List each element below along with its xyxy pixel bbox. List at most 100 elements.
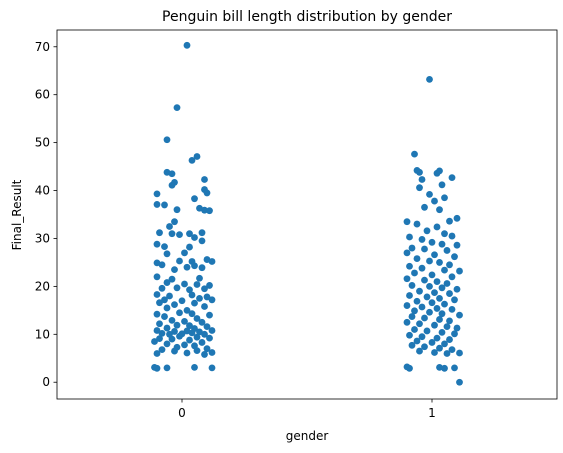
y-tick-label: 30	[35, 231, 50, 245]
data-point-gender-0	[163, 304, 171, 312]
data-point-gender-1	[403, 275, 411, 283]
data-point-gender-0	[208, 364, 216, 372]
data-point-gender-1	[443, 280, 451, 287]
data-point-gender-1	[418, 333, 426, 341]
data-point-gender-1	[416, 184, 423, 192]
y-tick-label: 0	[42, 375, 50, 389]
data-point-gender-1	[426, 257, 433, 265]
data-point-gender-1	[423, 327, 431, 335]
data-point-gender-1	[428, 238, 436, 246]
data-point-gender-0	[173, 206, 181, 214]
data-point-gender-0	[178, 297, 186, 305]
data-point-gender-1	[448, 232, 456, 240]
data-point-gender-0	[166, 292, 173, 300]
data-point-gender-0	[168, 317, 176, 324]
data-point-gender-1	[436, 259, 443, 266]
data-point-gender-1	[423, 227, 431, 235]
data-point-gender-0	[188, 310, 196, 318]
data-point-gender-0	[156, 335, 163, 343]
data-point-gender-0	[158, 346, 166, 354]
y-tick-label: 70	[35, 40, 50, 54]
data-point-gender-1	[406, 331, 413, 339]
data-point-gender-0	[161, 243, 168, 251]
data-point-gender-0	[193, 333, 201, 341]
data-point-gender-1	[438, 328, 446, 336]
data-point-gender-1	[433, 278, 441, 285]
data-point-gender-1	[403, 218, 411, 226]
y-tick-label: 20	[35, 279, 50, 293]
data-point-gender-1	[403, 249, 411, 257]
data-point-gender-0	[161, 201, 168, 209]
data-point-gender-0	[208, 258, 216, 265]
data-point-gender-0	[206, 334, 213, 342]
data-point-gender-1	[438, 240, 446, 248]
data-point-gender-1	[451, 296, 458, 304]
data-point-gender-0	[158, 261, 166, 269]
data-point-gender-1	[411, 269, 418, 277]
data-point-gender-0	[156, 320, 163, 328]
data-point-gender-0	[203, 293, 211, 301]
data-point-gender-1	[456, 311, 463, 319]
data-point-gender-0	[181, 249, 188, 257]
data-point-gender-0	[203, 323, 211, 331]
data-point-gender-1	[448, 346, 456, 354]
data-point-gender-1	[406, 233, 413, 241]
data-point-gender-1	[443, 350, 451, 357]
data-point-gender-1	[413, 220, 421, 228]
data-point-gender-0	[163, 340, 171, 348]
data-point-gender-1	[426, 308, 433, 316]
data-point-gender-0	[188, 329, 196, 337]
data-point-gender-1	[421, 245, 428, 253]
data-point-gender-0	[168, 170, 176, 178]
data-point-gender-0	[151, 338, 158, 345]
data-point-gender-0	[163, 364, 171, 372]
data-point-gender-1	[431, 321, 438, 329]
data-point-gender-1	[403, 302, 411, 309]
data-point-gender-0	[183, 263, 191, 271]
data-point-gender-1	[441, 230, 448, 238]
data-point-gender-1	[411, 307, 418, 315]
data-point-gender-1	[408, 244, 416, 252]
data-point-gender-0	[193, 281, 201, 288]
data-point-gender-1	[406, 262, 413, 270]
data-point-gender-0	[191, 363, 198, 371]
data-point-gender-0	[186, 286, 193, 294]
data-point-gender-1	[448, 305, 456, 313]
data-point-gender-1	[431, 349, 438, 356]
data-point-gender-1	[421, 203, 428, 211]
data-point-gender-0	[173, 321, 181, 329]
x-tick-label: 0	[178, 406, 186, 420]
data-point-gender-0	[191, 195, 198, 203]
data-point-gender-1	[433, 223, 441, 231]
data-point-gender-1	[406, 364, 413, 372]
data-point-gender-0	[183, 349, 191, 357]
data-point-gender-0	[206, 207, 213, 215]
data-point-gender-0	[201, 330, 208, 338]
data-point-gender-0	[198, 237, 206, 245]
data-point-gender-1	[426, 282, 433, 290]
data-point-gender-1	[456, 267, 463, 275]
data-point-gender-0	[166, 223, 173, 230]
data-point-gender-1	[443, 323, 451, 331]
data-point-gender-1	[408, 341, 416, 349]
chart-title: Penguin bill length distribution by gend…	[162, 9, 452, 25]
data-point-gender-1	[436, 344, 443, 352]
data-point-gender-0	[181, 341, 188, 349]
data-point-gender-1	[446, 261, 453, 269]
data-point-gender-0	[208, 327, 216, 334]
y-axis-label: Final_Result	[10, 179, 24, 250]
data-point-gender-1	[421, 276, 428, 284]
data-point-gender-0	[153, 240, 161, 248]
data-point-gender-0	[206, 311, 213, 319]
data-point-gender-0	[153, 291, 161, 298]
data-point-gender-0	[173, 104, 181, 112]
data-point-gender-1	[446, 336, 453, 343]
data-point-gender-1	[418, 264, 426, 272]
data-point-gender-0	[186, 230, 193, 238]
data-point-gender-1	[416, 347, 423, 355]
data-point-gender-1	[411, 326, 418, 333]
data-point-gender-0	[191, 234, 198, 241]
data-point-gender-1	[441, 194, 448, 202]
data-point-gender-0	[188, 156, 196, 164]
data-point-gender-1	[451, 364, 458, 372]
